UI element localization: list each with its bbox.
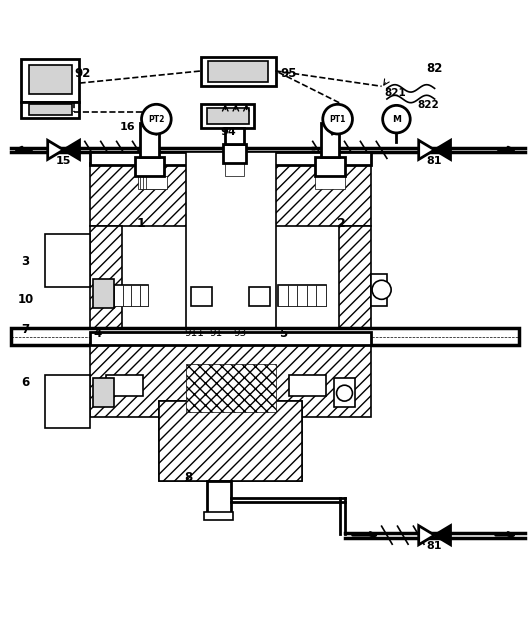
Polygon shape: [64, 141, 80, 159]
Bar: [191, 287, 212, 305]
Polygon shape: [435, 526, 450, 545]
Text: PT1: PT1: [330, 114, 346, 124]
Bar: [123, 284, 131, 305]
Text: 1: 1: [136, 217, 145, 230]
Circle shape: [383, 105, 410, 133]
Bar: [21, 59, 79, 101]
Bar: [90, 162, 371, 226]
Bar: [334, 378, 355, 407]
Bar: [131, 284, 140, 305]
Bar: [90, 332, 371, 345]
Bar: [114, 284, 123, 305]
Bar: [159, 401, 302, 481]
Text: 95: 95: [280, 67, 297, 80]
Bar: [278, 284, 326, 305]
Circle shape: [323, 104, 352, 134]
Bar: [93, 279, 114, 309]
Bar: [93, 378, 114, 407]
Bar: [186, 152, 276, 332]
Bar: [207, 481, 231, 515]
Bar: [288, 284, 297, 305]
Bar: [159, 401, 302, 481]
Text: 822: 822: [417, 100, 439, 110]
Text: 8: 8: [184, 471, 192, 485]
Text: 821: 821: [384, 88, 406, 98]
Text: 82: 82: [427, 62, 443, 75]
Bar: [106, 284, 114, 305]
Bar: [29, 65, 72, 94]
Text: 81: 81: [427, 156, 443, 166]
Text: 5: 5: [279, 327, 288, 340]
Bar: [249, 287, 270, 305]
Bar: [315, 176, 344, 189]
Bar: [201, 57, 276, 86]
Bar: [321, 123, 339, 157]
Bar: [186, 364, 276, 412]
Bar: [146, 176, 167, 189]
Bar: [45, 374, 90, 427]
Bar: [225, 128, 244, 144]
Polygon shape: [419, 526, 435, 545]
Bar: [140, 284, 148, 305]
Polygon shape: [435, 141, 450, 159]
Text: 94: 94: [220, 127, 236, 137]
Text: 15: 15: [56, 156, 72, 166]
Circle shape: [142, 104, 171, 134]
Bar: [90, 226, 122, 332]
Text: 3: 3: [21, 254, 30, 267]
Bar: [140, 123, 159, 157]
Bar: [138, 176, 159, 189]
Bar: [140, 176, 162, 189]
Text: 81: 81: [427, 541, 443, 551]
Polygon shape: [419, 141, 435, 159]
Text: 16: 16: [119, 122, 135, 132]
Text: 4: 4: [94, 327, 102, 340]
Bar: [143, 176, 164, 189]
Bar: [297, 284, 307, 305]
Text: 2: 2: [338, 217, 346, 230]
Bar: [278, 284, 288, 305]
Bar: [90, 343, 371, 417]
Bar: [223, 144, 246, 162]
Bar: [106, 284, 148, 305]
Text: 92: 92: [74, 67, 90, 80]
Text: 91: 91: [209, 328, 223, 338]
Text: M: M: [392, 114, 401, 124]
Bar: [201, 104, 254, 128]
Bar: [29, 104, 72, 115]
Bar: [21, 101, 79, 118]
Text: PT2: PT2: [148, 114, 164, 124]
Bar: [90, 152, 371, 165]
Bar: [204, 513, 233, 521]
Text: 911: 911: [184, 328, 204, 338]
Text: 10: 10: [17, 293, 33, 306]
Bar: [135, 157, 164, 176]
Text: 93: 93: [233, 328, 246, 338]
Bar: [11, 328, 519, 345]
Bar: [225, 162, 244, 176]
Bar: [208, 62, 268, 81]
Text: 6: 6: [21, 376, 30, 389]
Bar: [316, 284, 326, 305]
Text: 7: 7: [21, 323, 30, 336]
Circle shape: [337, 385, 352, 401]
Bar: [307, 284, 316, 305]
Circle shape: [372, 281, 391, 299]
Bar: [289, 374, 326, 396]
Bar: [45, 234, 90, 287]
Bar: [371, 274, 387, 305]
Bar: [106, 374, 143, 396]
Bar: [207, 108, 249, 124]
Bar: [315, 157, 344, 176]
Polygon shape: [48, 141, 64, 159]
Bar: [339, 226, 371, 332]
